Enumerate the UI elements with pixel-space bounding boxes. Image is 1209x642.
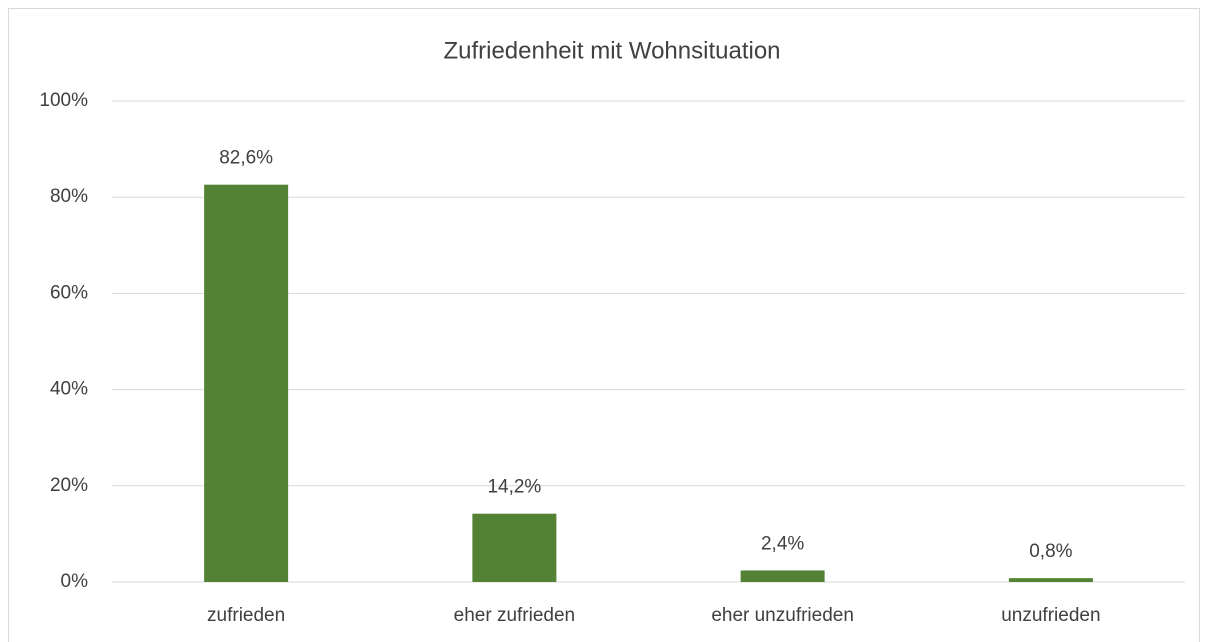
chart-frame (8, 8, 1200, 642)
y-tick-label: 60% (50, 282, 88, 303)
bar (472, 513, 557, 582)
y-tick-label: 0% (61, 571, 89, 592)
x-tick-label: zufrieden (207, 605, 285, 626)
data-label: 0,8% (1029, 541, 1072, 562)
data-label: 14,2% (487, 477, 541, 498)
x-tick-label: eher unzufrieden (711, 605, 854, 626)
y-tick-label: 20% (50, 475, 88, 496)
y-tick-label: 80% (50, 186, 88, 207)
data-label: 2,4% (761, 533, 804, 554)
x-tick-label: eher zufrieden (454, 605, 575, 626)
y-tick-label: 40% (50, 379, 88, 400)
x-tick-label: unzufrieden (1001, 605, 1100, 626)
bar (1008, 578, 1093, 582)
bar (740, 570, 825, 582)
bar (204, 184, 289, 582)
data-label: 82,6% (219, 148, 273, 169)
y-tick-label: 100% (39, 90, 88, 111)
chart-title: Zufriedenheit mit Wohnsituation (443, 37, 780, 64)
